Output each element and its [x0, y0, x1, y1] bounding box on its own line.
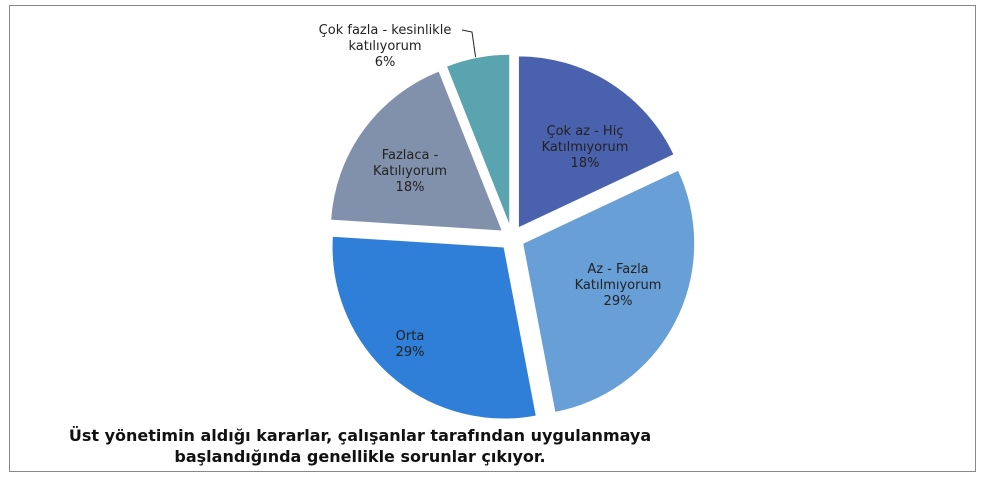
pie-slice — [522, 169, 696, 413]
slice-label: Orta 29% — [370, 329, 450, 361]
slice-value: 18% — [570, 156, 600, 171]
slice-value: 6% — [374, 55, 396, 70]
chart-title: Üst yönetimin aldığı kararlar, çalışanla… — [68, 426, 652, 466]
pie-slice — [517, 55, 675, 229]
slice-category: Fazlaca - Katılıyorum — [372, 148, 448, 179]
slice-category: Çok fazla - kesinlikle katılıyorum — [318, 23, 452, 54]
slice-category: Az - Fazla Katılmıyorum — [574, 262, 662, 293]
slice-value: 29% — [603, 294, 633, 309]
pie-slice — [331, 235, 537, 420]
pie-slice — [330, 70, 504, 232]
slice-label: Fazlaca - Katılıyorum 18% — [355, 148, 465, 196]
slice-label: Çok az - Hiç Katılmıyorum 18% — [520, 124, 650, 172]
leader-line — [461, 29, 477, 61]
slice-label: Çok fazla - kesinlikle katılıyorum 6% — [290, 23, 480, 71]
slice-value: 18% — [395, 180, 425, 195]
slice-label: Az - Fazla Katılmıyorum 29% — [558, 262, 678, 310]
pie-slice — [445, 53, 511, 227]
slice-category: Orta — [395, 329, 425, 344]
slice-value: 29% — [395, 345, 425, 360]
slice-category: Çok az - Hiç Katılmıyorum — [541, 124, 629, 155]
